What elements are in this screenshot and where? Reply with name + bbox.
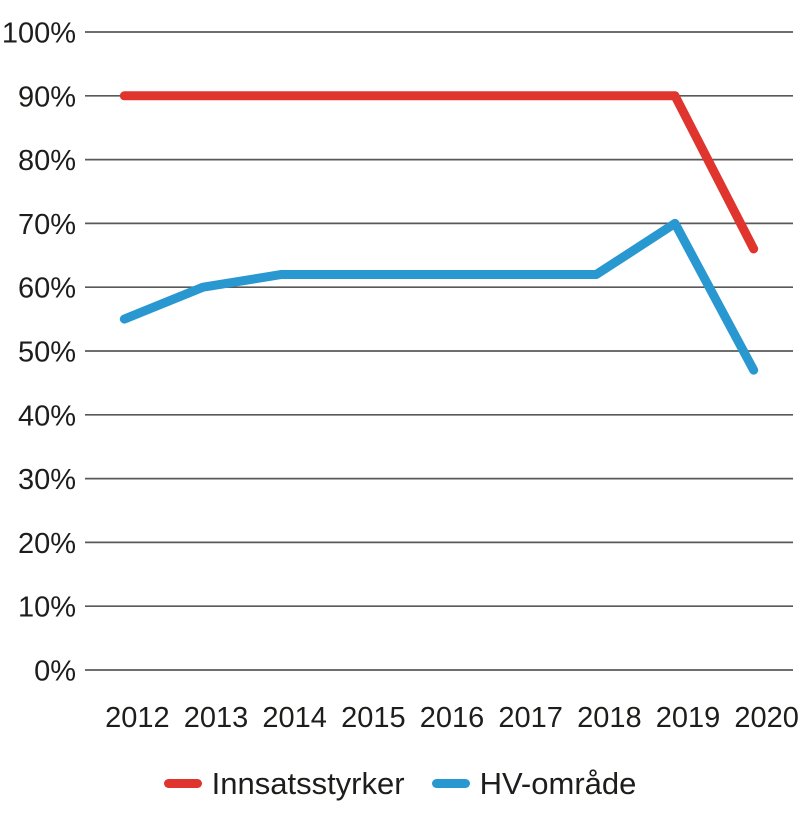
legend-marker-innsatsstyrker bbox=[163, 779, 202, 788]
y-tick-label: 0% bbox=[34, 656, 76, 688]
y-tick-label: 50% bbox=[18, 337, 76, 369]
x-tick-label: 2015 bbox=[341, 702, 406, 734]
x-tick-label: 2020 bbox=[734, 702, 799, 734]
x-tick-label: 2017 bbox=[498, 702, 563, 734]
legend-label-innsatsstyrker: Innsatsstyrker bbox=[211, 766, 405, 801]
series-line-hv-omr-de bbox=[119, 218, 759, 375]
legend-label-hv-omr-de: HV-område bbox=[479, 766, 637, 801]
x-tick-label: 2014 bbox=[262, 702, 327, 734]
y-tick-label: 10% bbox=[18, 592, 76, 624]
legend: Innsatsstyrker HV-område bbox=[0, 740, 800, 819]
x-tick-label: 2012 bbox=[105, 702, 170, 734]
x-tick-label: 2019 bbox=[656, 702, 721, 734]
y-tick-label: 80% bbox=[18, 145, 76, 177]
x-tick-label: 2018 bbox=[577, 702, 642, 734]
x-tick-label: 2016 bbox=[420, 702, 485, 734]
y-tick-label: 70% bbox=[18, 209, 76, 241]
y-tick-label: 40% bbox=[18, 400, 76, 432]
chart-canvas: 0% 10% 20% 30% 40% 50% 60% 70% 80% 90% 100% 2012 201… bbox=[2, 18, 799, 735]
legend-item-innsatsstyrker: Innsatsstyrker bbox=[163, 766, 405, 801]
y-tick-label: 90% bbox=[18, 81, 76, 113]
y-tick-label: 20% bbox=[18, 528, 76, 560]
series-line-innsatsstyrker bbox=[119, 91, 759, 254]
legend-item-hv-omr-de: HV-område bbox=[431, 766, 637, 801]
legend-marker-hv-omr-de bbox=[431, 779, 470, 788]
y-tick-label: 30% bbox=[18, 464, 76, 496]
y-tick-label: 100% bbox=[2, 18, 76, 50]
x-tick-label: 2013 bbox=[184, 702, 249, 734]
y-tick-label: 60% bbox=[18, 273, 76, 305]
